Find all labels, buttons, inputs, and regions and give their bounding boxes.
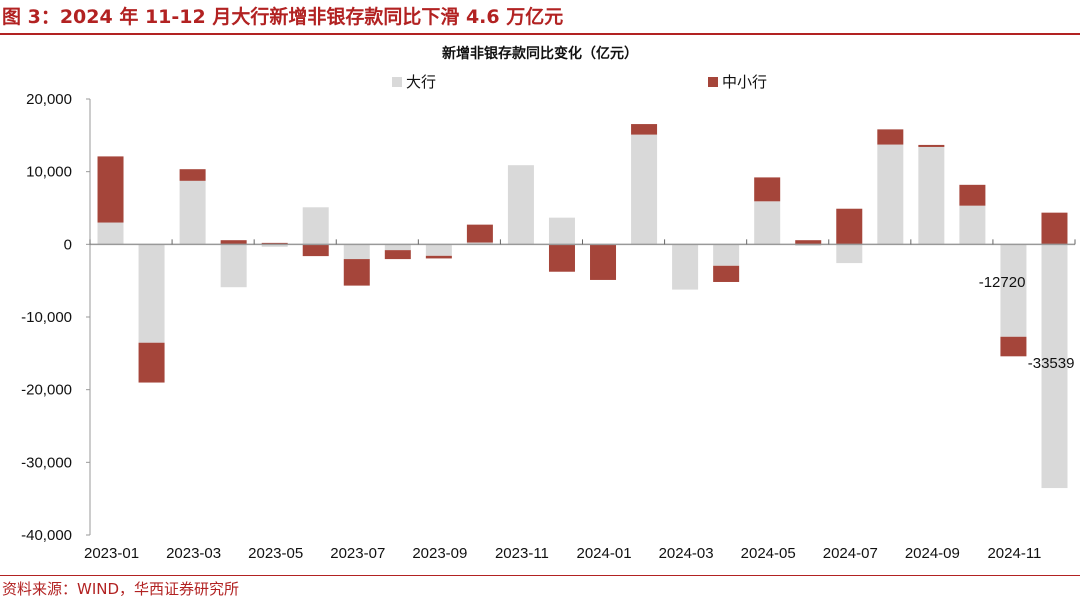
y-tick-label: 10,000 <box>26 164 72 181</box>
bar-small-mid-banks-2023-10 <box>466 224 493 243</box>
stacked-bar-chart: 新增非银存款同比变化（亿元） 大行 中小行 20,000 10,000 0 -10,000 -… <box>21 45 1076 562</box>
bar-small-mid-banks-2023-12 <box>548 244 575 272</box>
bar-big-banks-2024-10 <box>959 205 986 245</box>
bar-big-banks-2024-12 <box>1041 244 1068 489</box>
bar-big-banks-2024-05 <box>754 201 781 245</box>
x-tick-label: 2023-03 <box>166 545 221 562</box>
bar-big-banks-2024-04 <box>713 244 740 266</box>
bar-small-mid-banks-2023-03 <box>179 169 206 181</box>
bar-small-mid-banks-2024-09 <box>918 144 945 147</box>
bar-big-banks-2023-09 <box>425 244 452 256</box>
title-divider <box>0 33 1080 35</box>
source-note: 资料来源：WIND，华西证券研究所 <box>2 580 240 598</box>
bar-small-mid-banks-2024-10 <box>959 184 986 206</box>
bar-big-banks-2023-04 <box>220 244 247 288</box>
bar-big-banks-2024-03 <box>672 244 699 290</box>
bar-big-banks-2023-08 <box>384 244 411 251</box>
bar-big-banks-2024-08 <box>877 144 904 245</box>
chart-title: 新增非银存款同比变化（亿元） <box>442 45 638 62</box>
bar-big-banks-2023-01 <box>97 222 124 245</box>
x-tick-label: 2024-09 <box>905 545 960 562</box>
bar-small-mid-banks-2023-07 <box>343 259 370 286</box>
bar-small-mid-banks-2023-08 <box>384 250 411 260</box>
bar-small-mid-banks-2024-12 <box>1041 212 1068 245</box>
bar-big-banks-2023-11 <box>507 165 534 245</box>
x-tick-label: 2023-09 <box>412 545 467 562</box>
bar-small-mid-banks-2024-06 <box>795 240 822 245</box>
y-tick-label: -20,000 <box>21 382 72 399</box>
bar-big-banks-2024-11 <box>1000 244 1027 337</box>
legend-swatch-0 <box>392 77 402 87</box>
bar-big-banks-2023-06 <box>302 207 329 245</box>
footer-divider <box>0 575 1080 576</box>
x-tick-label: 2023-01 <box>84 545 139 562</box>
x-tick-label: 2024-01 <box>576 545 631 562</box>
bar-small-mid-banks-2023-09 <box>425 255 452 259</box>
bar-small-mid-banks-2023-02 <box>138 342 165 383</box>
bar-small-mid-banks-2024-04 <box>713 265 740 282</box>
bar-small-mid-banks-2024-01 <box>590 244 617 280</box>
x-tick-label: 2023-05 <box>248 545 303 562</box>
bar-big-banks-2023-05 <box>261 244 288 247</box>
bar-big-banks-2024-07 <box>836 244 863 264</box>
data-label: -12720 <box>979 274 1026 291</box>
legend-label-1: 中小行 <box>722 73 767 91</box>
bar-big-banks-2023-03 <box>179 180 206 245</box>
bar-big-banks-2024-02 <box>631 134 658 245</box>
bar-small-mid-banks-2023-01 <box>97 156 124 223</box>
x-tick-label: 2024-05 <box>741 545 796 562</box>
bar-small-mid-banks-2024-05 <box>754 177 781 202</box>
x-tick-label: 2023-11 <box>495 545 549 562</box>
figure-title: 图 3：2024 年 11-12 月大行新增非银存款同比下滑 4.6 万亿元 <box>2 6 564 28</box>
data-label: -33539 <box>1028 355 1075 372</box>
y-tick-label: -10,000 <box>21 309 72 326</box>
y-tick-label: -30,000 <box>21 454 72 471</box>
bar-small-mid-banks-2023-04 <box>220 240 247 245</box>
bar-big-banks-2024-09 <box>918 146 945 245</box>
bar-small-mid-banks-2024-07 <box>836 208 863 245</box>
y-tick-label: -40,000 <box>21 527 72 544</box>
bar-big-banks-2023-07 <box>343 244 370 260</box>
bar-small-mid-banks-2024-02 <box>631 124 658 135</box>
bar-small-mid-banks-2024-11 <box>1000 336 1027 357</box>
x-tick-label: 2024-11 <box>987 545 1041 562</box>
y-tick-label: 0 <box>64 236 72 253</box>
legend-label-0: 大行 <box>406 73 436 91</box>
y-tick-label: 20,000 <box>26 91 72 108</box>
legend-swatch-1 <box>708 77 718 87</box>
bar-small-mid-banks-2024-08 <box>877 129 904 145</box>
bar-big-banks-2023-12 <box>548 217 575 245</box>
bar-big-banks-2023-02 <box>138 244 165 343</box>
x-tick-label: 2024-07 <box>823 545 878 562</box>
bar-small-mid-banks-2023-06 <box>302 244 329 257</box>
x-tick-label: 2023-07 <box>330 545 385 562</box>
x-tick-label: 2024-03 <box>659 545 714 562</box>
bar-big-banks-2023-10 <box>466 242 493 245</box>
